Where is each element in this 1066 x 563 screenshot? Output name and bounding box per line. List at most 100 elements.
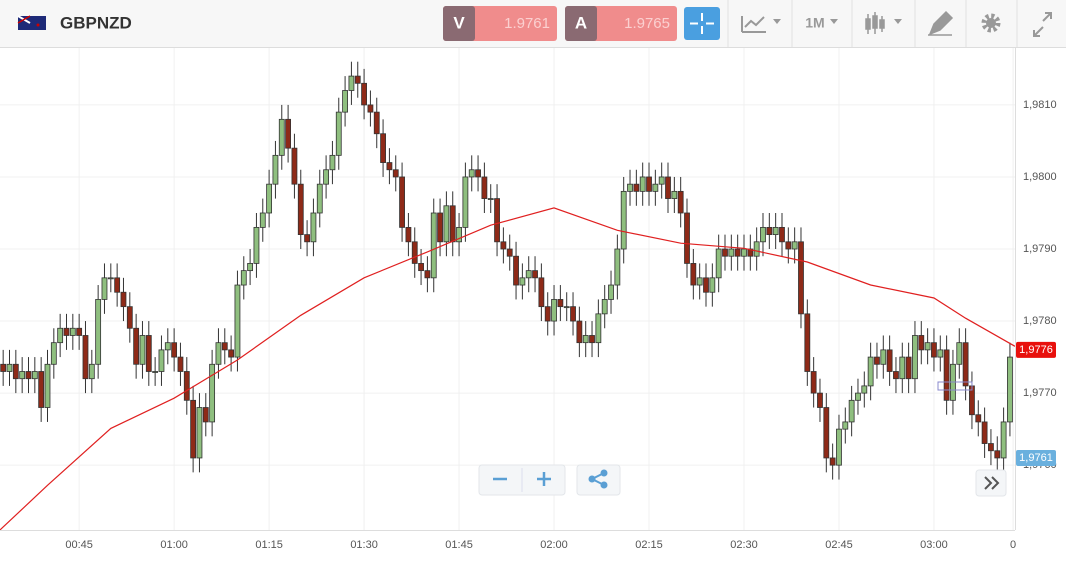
share-button[interactable] [576,464,621,496]
chart-type-icon[interactable] [865,12,885,34]
x-tick-label: 0 [1010,539,1016,551]
candle-body [297,183,304,236]
candle-body [601,299,608,315]
candle-body [608,284,614,300]
flag-star [36,23,40,27]
candle-body [988,443,994,452]
candle-body [430,212,437,279]
buy-letter-bg [565,6,597,41]
candle-body [114,277,121,293]
candle-body [715,248,722,279]
candle-body [354,75,361,84]
candle-body [171,342,178,358]
candle-body [348,75,355,91]
x-tick-label: 02:30 [730,539,758,551]
candle-body [576,320,583,344]
candle-body [544,306,551,322]
candle-body [506,248,513,257]
candle-body [722,248,728,257]
candle-body [905,356,912,380]
candle-body [760,226,766,243]
candle-body [918,335,925,351]
candle-body [665,176,671,199]
crosshair-button[interactable] [684,7,720,40]
candle-body [253,226,260,264]
candle-body [101,277,108,300]
candle-body [196,407,203,459]
candle-body [145,335,152,372]
candle-body [684,212,690,264]
candle-body [177,356,184,372]
candle-body [221,342,228,351]
candle-body [994,450,1001,459]
candle-body [728,248,735,257]
y-tick-label: 1,9810 [1023,99,1057,111]
candle-body [532,270,538,279]
candle-body [836,428,842,466]
candle-body [63,327,70,336]
candle-body [234,284,241,358]
candle-body [12,363,19,380]
candle-body [437,212,443,243]
candle-body [899,356,906,380]
x-tick-label: 02:15 [635,539,663,551]
candle-body [886,349,893,372]
candle-body [139,335,146,365]
candle-body [342,90,348,113]
candle-body [924,342,931,351]
settings-icon[interactable] [981,13,1001,33]
candle-body [1000,421,1007,459]
candle-body [633,183,640,192]
fullscreen-icon[interactable] [1033,12,1052,37]
candle-body [620,190,627,250]
share-dot [588,475,596,483]
candle-body [120,291,127,308]
price-label-bg [1016,341,1056,358]
x-tick-label: 01:15 [255,539,283,551]
toolbar: GBPNZD V 1.9761 A 1.9765 1M [0,0,1066,48]
candle-body [88,363,95,380]
candle-body [753,241,760,257]
candle-body [278,118,285,156]
candle-body [152,371,159,373]
candle-body [310,212,317,243]
order-marker [937,381,973,391]
dropdown-arrow [773,19,781,24]
x-tick-label: 01:30 [350,539,378,551]
candle-body [291,147,298,185]
candle-body [6,363,13,372]
candle-body [525,270,532,279]
draw-icon[interactable] [928,10,954,36]
candle-body [741,248,747,257]
candle-body [468,169,475,178]
candle-body [703,277,709,293]
candle-body [696,277,703,286]
candle-body [247,263,254,272]
crosshair-icon [690,13,714,34]
candle-body [462,176,469,228]
candle-body [570,306,576,322]
candle-body [557,299,564,308]
buy-price: 1.9765 [624,15,670,32]
flag-cross [17,15,31,24]
candle-body [519,277,526,286]
candle-body [335,111,342,156]
symbol: GBPNZD [60,13,132,32]
candle-body [646,176,652,192]
buy-letter: A [575,13,587,32]
candle-body [874,356,880,365]
candle-body [848,399,855,423]
candle-body [494,198,500,243]
indicator-icon[interactable] [741,16,766,33]
share-dot [600,469,608,477]
candle-body [627,183,633,192]
sell-price: 1.9761 [504,15,550,32]
candle-body [981,421,988,444]
candle-body [209,363,216,423]
moving-average [0,207,1016,531]
x-tick-label: 03:00 [920,539,948,551]
zoom-in[interactable] [537,472,551,486]
timeframe[interactable]: 1M [805,15,824,31]
candle-body [766,226,773,236]
candle-body [690,263,697,286]
